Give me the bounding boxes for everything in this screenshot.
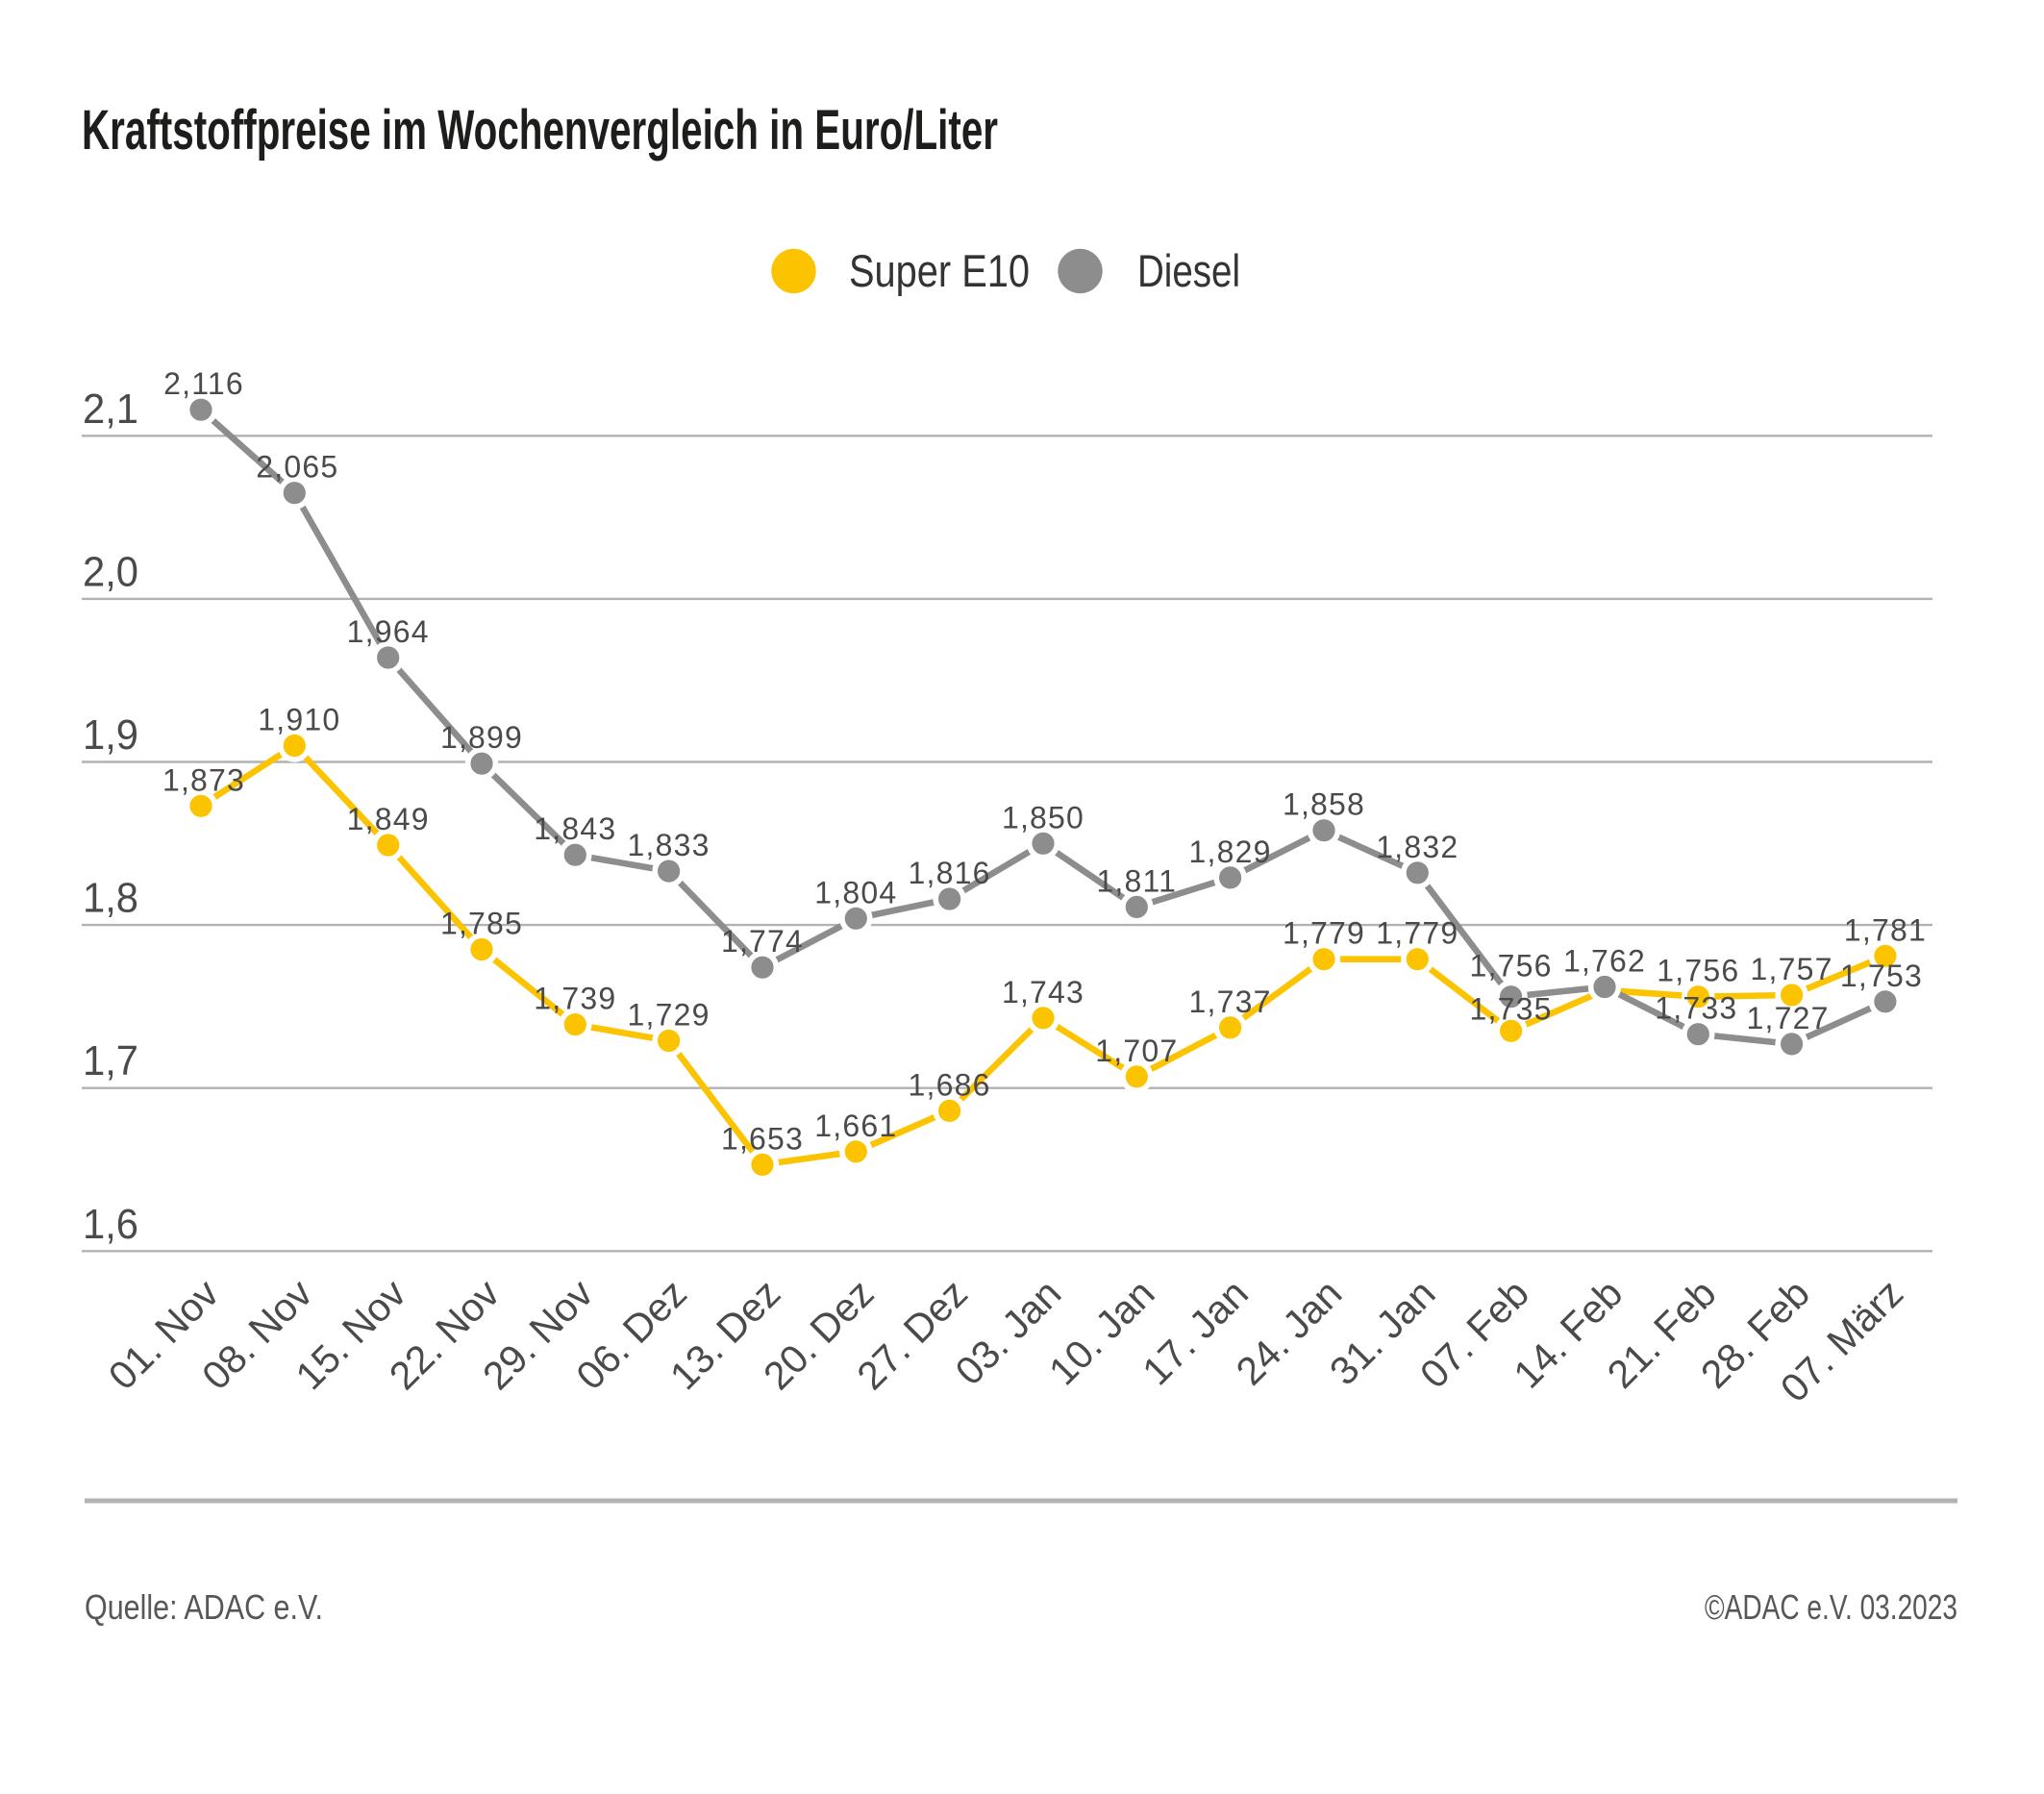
svg-text:1,816: 1,816 <box>909 856 991 890</box>
svg-text:1,733: 1,733 <box>1655 991 1737 1026</box>
svg-text:1,753: 1,753 <box>1840 959 1923 993</box>
svg-text:1,833: 1,833 <box>628 828 710 862</box>
svg-text:1,743: 1,743 <box>1002 975 1084 1009</box>
svg-text:1,735: 1,735 <box>1470 991 1553 1026</box>
svg-text:Kraftstoffpreise im Wochenverg: Kraftstoffpreise im Wochenvergleich in E… <box>82 99 998 162</box>
svg-text:1,8: 1,8 <box>83 875 138 922</box>
svg-text:1,774: 1,774 <box>721 924 804 959</box>
svg-text:1,6: 1,6 <box>83 1201 138 1248</box>
svg-text:1,832: 1,832 <box>1376 830 1458 864</box>
svg-text:1,727: 1,727 <box>1747 1001 1830 1035</box>
svg-text:1,873: 1,873 <box>162 762 245 797</box>
svg-text:1,756: 1,756 <box>1470 949 1553 984</box>
svg-text:1,739: 1,739 <box>534 982 616 1016</box>
svg-text:1,7: 1,7 <box>83 1037 138 1084</box>
svg-text:1,661: 1,661 <box>814 1109 897 1143</box>
svg-text:1,9: 1,9 <box>83 711 138 759</box>
svg-text:Diesel: Diesel <box>1137 245 1240 296</box>
svg-text:©ADAC e.V. 03.2023: ©ADAC e.V. 03.2023 <box>1705 1587 1957 1627</box>
svg-text:Quelle: ADAC e.V.: Quelle: ADAC e.V. <box>85 1587 323 1627</box>
svg-text:2,116: 2,116 <box>163 366 244 401</box>
svg-text:1,779: 1,779 <box>1283 916 1365 951</box>
svg-text:1,804: 1,804 <box>814 875 897 909</box>
svg-text:1,843: 1,843 <box>534 811 616 846</box>
svg-text:2,1: 2,1 <box>83 386 138 433</box>
svg-text:1,850: 1,850 <box>1002 800 1084 835</box>
svg-text:1,829: 1,829 <box>1189 835 1272 869</box>
svg-text:2,0: 2,0 <box>83 548 138 595</box>
svg-text:1,737: 1,737 <box>1189 984 1272 1019</box>
svg-text:2,065: 2,065 <box>256 450 338 485</box>
svg-text:1,762: 1,762 <box>1563 944 1646 979</box>
svg-text:1,910: 1,910 <box>258 703 340 737</box>
svg-text:1,811: 1,811 <box>1096 863 1177 898</box>
svg-text:1,785: 1,785 <box>440 907 523 941</box>
svg-text:1,779: 1,779 <box>1376 916 1458 951</box>
svg-text:1,686: 1,686 <box>909 1067 991 1102</box>
svg-text:1,858: 1,858 <box>1283 787 1365 822</box>
svg-text:1,653: 1,653 <box>721 1121 804 1156</box>
svg-text:1,964: 1,964 <box>347 614 430 649</box>
svg-text:1,849: 1,849 <box>347 802 430 836</box>
svg-text:1,756: 1,756 <box>1657 954 1739 988</box>
svg-text:1,781: 1,781 <box>1844 912 1927 947</box>
svg-text:Super E10: Super E10 <box>849 245 1030 296</box>
svg-text:1,707: 1,707 <box>1095 1034 1178 1068</box>
svg-text:1,899: 1,899 <box>440 720 523 755</box>
svg-text:1,757: 1,757 <box>1751 952 1833 986</box>
svg-text:1,729: 1,729 <box>628 998 710 1033</box>
